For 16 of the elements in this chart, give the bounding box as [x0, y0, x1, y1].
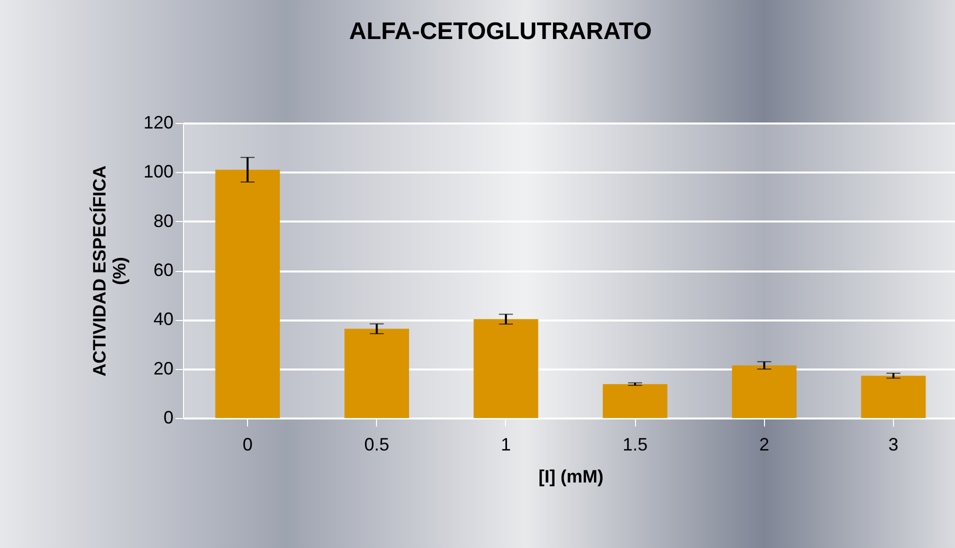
y-tick-label: 80	[153, 210, 174, 231]
chart-title: ALFA-CETOGLUTRARATO	[349, 18, 652, 45]
x-tick-label: 1.5	[622, 434, 648, 454]
y-axis-title: ACTIVIDAD ESPECÍFICA (%)	[89, 165, 130, 377]
y-tick-label: 120	[143, 112, 174, 132]
y-tick-label: 40	[153, 309, 174, 330]
x-tick-label: 0.5	[364, 434, 390, 454]
x-tick-label: 0	[242, 434, 253, 454]
y-tick-label: 100	[143, 162, 174, 182]
y-tick-label: 0	[163, 408, 174, 428]
x-tick-label: 3	[888, 434, 898, 454]
x-axis-title: [I] (mM)	[538, 466, 604, 486]
y-tick-label: 60	[153, 260, 174, 280]
y-tick-label: 20	[153, 358, 174, 378]
x-tick-label: 1	[500, 434, 511, 454]
x-tick-label: 2	[759, 434, 770, 454]
